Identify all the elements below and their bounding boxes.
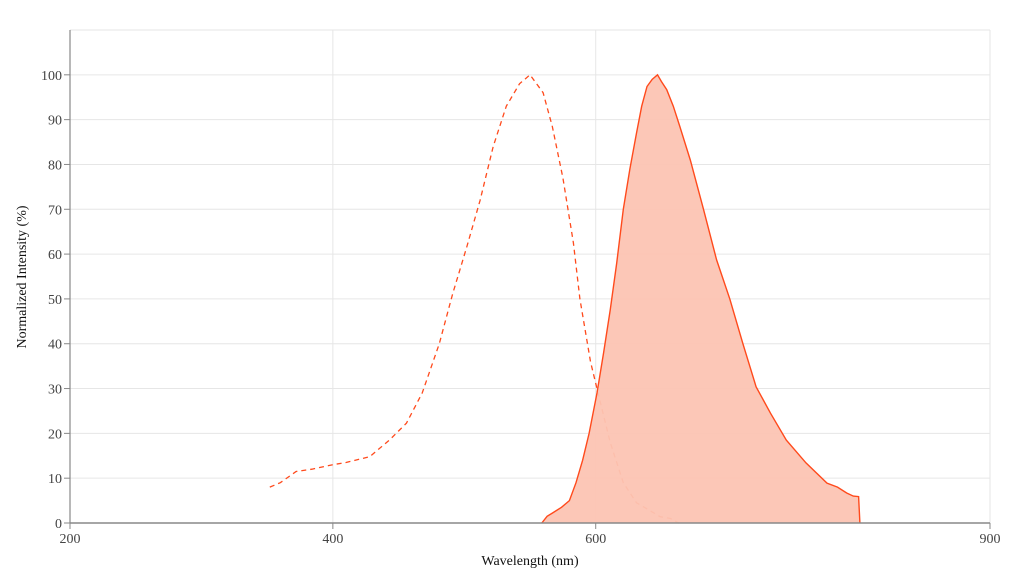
- y-tick-label: 70: [48, 203, 62, 218]
- y-tick-label: 30: [48, 383, 62, 398]
- series-layer: [269, 73, 861, 524]
- y-tick-label: 40: [48, 338, 62, 353]
- y-tick-label: 60: [48, 248, 62, 263]
- y-tick-label: 50: [48, 293, 62, 308]
- axes: 0 10 20 30 40 50 60 70 80 90 100 200 400 600 900: [41, 30, 1001, 547]
- y-tick-label: 90: [48, 114, 62, 129]
- y-tick-label: 10: [48, 472, 62, 487]
- excitation-line: [269, 73, 679, 524]
- x-tick-label: 400: [322, 532, 343, 547]
- y-tick-label: 0: [55, 517, 62, 532]
- x-tick-label: 200: [60, 532, 81, 547]
- y-tick-label: 80: [48, 158, 62, 173]
- emission-line: [541, 73, 861, 524]
- y-tick-label: 100: [41, 69, 62, 84]
- grid: [70, 29, 991, 523]
- x-axis-title: Wavelength (nm): [481, 554, 579, 569]
- emission-area: [541, 74, 860, 524]
- y-axis-title: Normalized Intensity (%): [15, 205, 30, 348]
- x-tick-label: 900: [980, 532, 1001, 547]
- y-tick-label: 20: [48, 427, 62, 442]
- x-tick-label: 600: [585, 532, 606, 547]
